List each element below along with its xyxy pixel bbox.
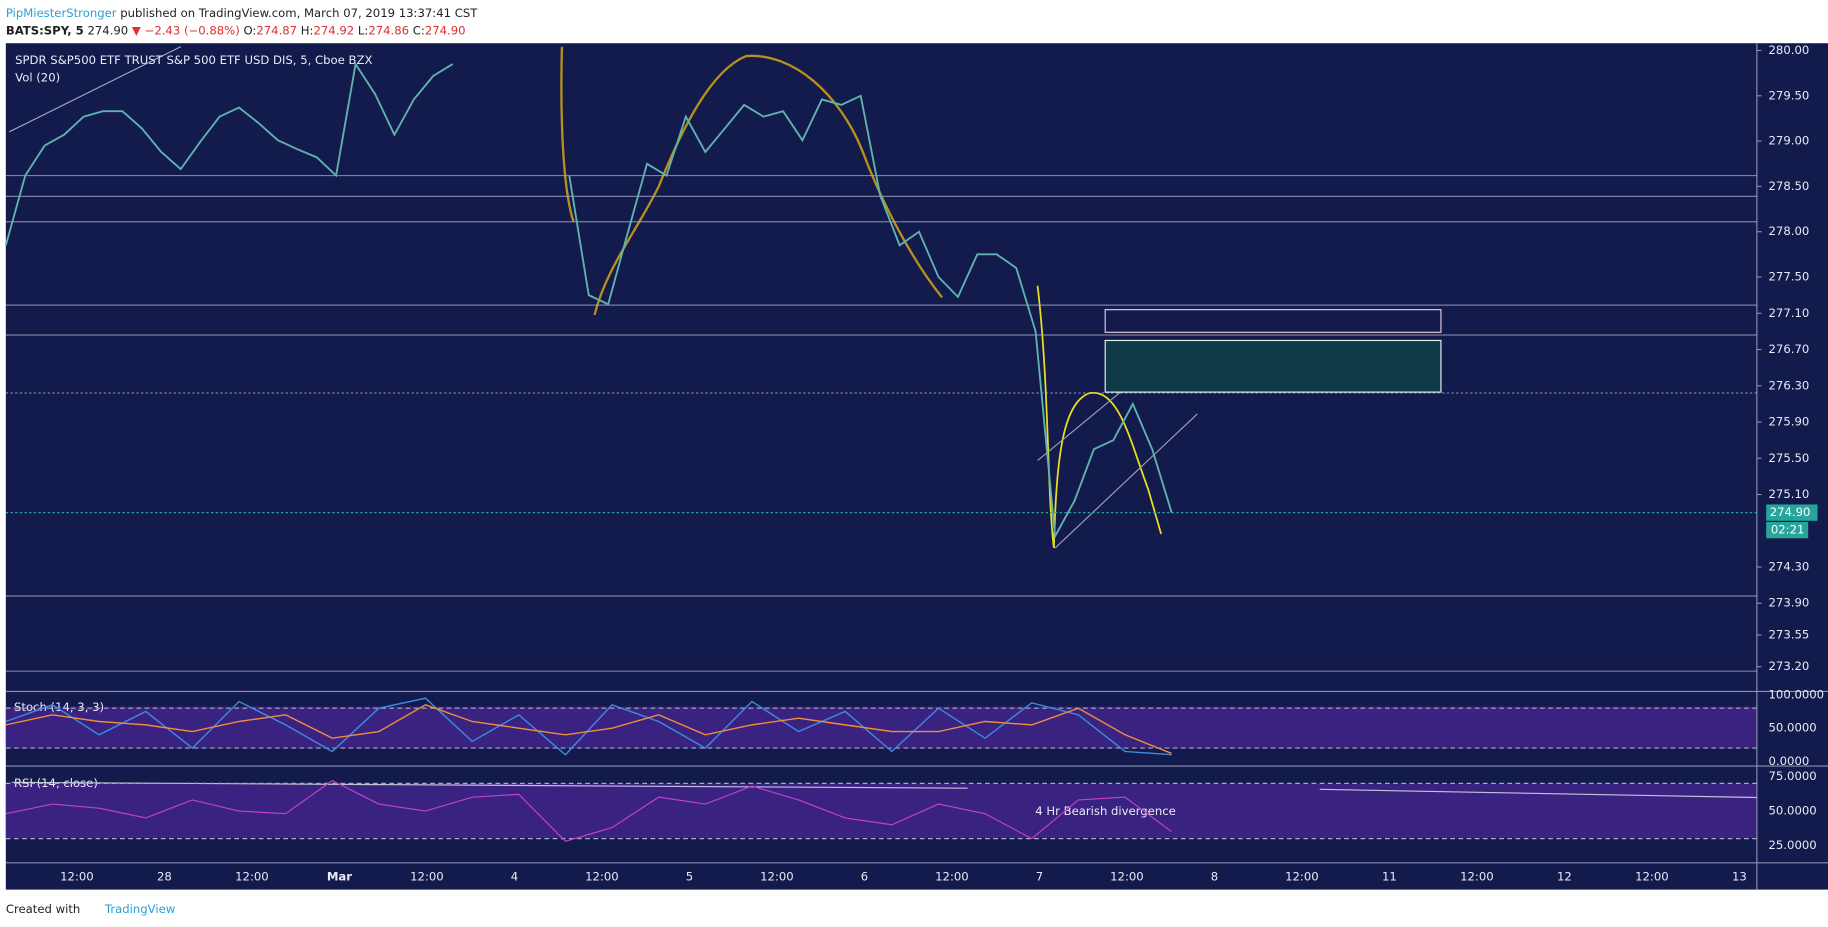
y-tick-label: 276.30 xyxy=(1769,378,1810,392)
footer-brand: TradingView xyxy=(104,902,176,916)
high: 274.92 xyxy=(313,23,354,37)
x-tick-label: 12:00 xyxy=(1110,869,1144,883)
y-tick-label: 275.10 xyxy=(1769,487,1810,501)
rsi-line xyxy=(5,779,1172,842)
zone xyxy=(1104,309,1442,333)
author: PipMiesterStronger xyxy=(6,5,117,19)
published: published on TradingView.com, March 07, … xyxy=(120,5,478,19)
y-tick-label: 278.50 xyxy=(1769,179,1810,193)
y-tick-label: 277.10 xyxy=(1769,306,1810,320)
x-tick-label: 12:00 xyxy=(235,869,269,883)
volume-label: Vol (20) xyxy=(15,71,60,85)
chart-title: SPDR S&P500 ETF TRUST S&P 500 ETF USD DI… xyxy=(15,53,372,67)
x-tick-label: 12:00 xyxy=(585,869,619,883)
l-label: L: xyxy=(358,23,368,37)
c-label: C: xyxy=(413,23,425,37)
stoch-tick-label: 100.0000 xyxy=(1769,687,1825,701)
y-tick-label: 274.30 xyxy=(1769,560,1810,574)
countdown: 02:21 xyxy=(1771,523,1805,537)
quote-line: BATS:SPY, 5 274.90 ▼ −2.43 (−0.88%) O:27… xyxy=(6,23,466,37)
h-label: H: xyxy=(301,23,314,37)
zone xyxy=(1104,339,1442,393)
y-tick-label: 277.50 xyxy=(1769,270,1810,284)
x-tick-label: 12 xyxy=(1557,869,1572,883)
x-tick-label: 8 xyxy=(1211,869,1218,883)
price-line xyxy=(4,61,1173,540)
y-tick-label: 273.20 xyxy=(1769,659,1810,673)
x-tick-label: 13 xyxy=(1732,869,1747,883)
x-tick-label: 4 xyxy=(511,869,518,883)
x-tick-label: 12:00 xyxy=(60,869,94,883)
channel-drawing xyxy=(1037,387,1198,549)
y-tick-label: 280.00 xyxy=(1769,43,1810,57)
annotation: 4 Hr Bearish divergence xyxy=(1035,804,1176,818)
divergence-line xyxy=(1319,788,1757,799)
y-tick-label: 275.50 xyxy=(1769,451,1810,465)
stoch-line xyxy=(5,697,1172,756)
rsi-band xyxy=(5,783,1757,839)
close: 274.90 xyxy=(425,23,466,37)
x-tick-label: 28 xyxy=(157,869,172,883)
stoch-tick-label: 50.0000 xyxy=(1769,721,1817,735)
x-tick-label: 12:00 xyxy=(1285,869,1319,883)
rsi-tick-label: 75.0000 xyxy=(1769,769,1817,783)
rsi-tick-label: 25.0000 xyxy=(1769,838,1817,852)
header-line: PipMiesterStronger published on TradingV… xyxy=(6,5,478,19)
y-tick-label: 273.90 xyxy=(1769,596,1810,610)
last: 274.90 xyxy=(87,23,128,37)
footer-created: Created with xyxy=(6,902,80,916)
last-price-label: 274.90 xyxy=(1770,505,1811,519)
chart-area xyxy=(5,43,1828,890)
x-tick-label: 11 xyxy=(1382,869,1397,883)
x-tick-label: 12:00 xyxy=(410,869,444,883)
y-tick-label: 273.55 xyxy=(1769,627,1810,641)
x-tick-label: Mar xyxy=(327,869,352,883)
symbol: BATS:SPY, 5 xyxy=(6,23,84,37)
o-label: O: xyxy=(243,23,256,37)
x-tick-label: 12:00 xyxy=(1635,869,1669,883)
low: 274.86 xyxy=(368,23,409,37)
stoch-line xyxy=(5,704,1172,755)
x-tick-label: 7 xyxy=(1036,869,1043,883)
last-price-tag xyxy=(1766,504,1818,521)
cup-drawing xyxy=(1036,285,1162,549)
y-tick-label: 275.90 xyxy=(1769,415,1810,429)
y-tick-label: 279.50 xyxy=(1769,88,1810,102)
rsi-tick-label: 50.0000 xyxy=(1769,803,1817,817)
x-tick-label: 12:00 xyxy=(760,869,794,883)
stoch-tick-label: 0.0000 xyxy=(1769,754,1810,768)
open: 274.87 xyxy=(256,23,297,37)
change: ▼ −2.43 (−0.88%) xyxy=(132,23,240,37)
x-tick-label: 6 xyxy=(861,869,868,883)
y-tick-label: 279.00 xyxy=(1769,134,1810,148)
trend-line xyxy=(9,46,181,133)
x-tick-label: 12:00 xyxy=(935,869,969,883)
countdown-tag xyxy=(1766,521,1809,539)
y-tick-label: 276.70 xyxy=(1769,342,1810,356)
x-tick-label: 12:00 xyxy=(1460,869,1494,883)
stoch-label: Stoch (14, 3, 3) xyxy=(14,700,104,714)
y-tick-label: 278.00 xyxy=(1769,224,1810,238)
x-tick-label: 5 xyxy=(686,869,693,883)
